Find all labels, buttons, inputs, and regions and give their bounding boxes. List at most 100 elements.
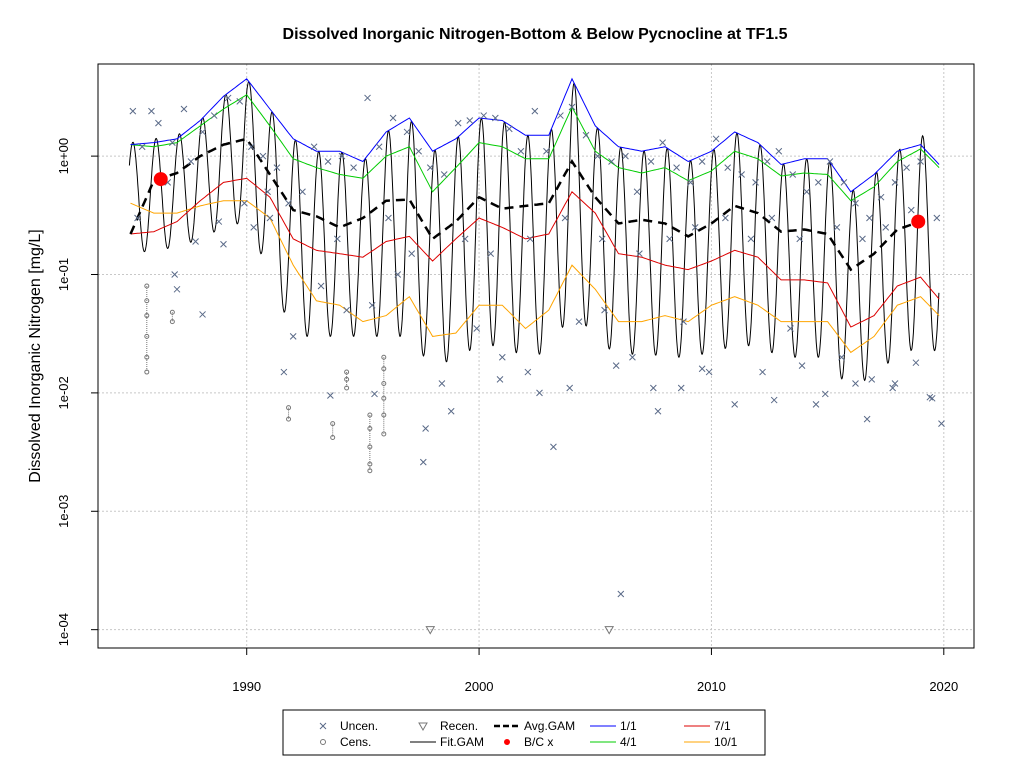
point-uncensored: [566, 384, 574, 392]
legend-label: Fit.GAM: [440, 735, 484, 749]
point-uncensored: [350, 164, 357, 171]
point-uncensored: [608, 158, 615, 165]
point-uncensored: [840, 179, 848, 186]
point-uncensored: [343, 306, 350, 314]
point-uncensored: [273, 164, 281, 171]
point-uncensored: [680, 318, 687, 325]
point-uncensored: [415, 147, 423, 155]
point-uncensored: [826, 158, 834, 165]
point-uncensored: [498, 353, 506, 361]
point-uncensored: [385, 214, 392, 222]
point-censored: [144, 354, 150, 360]
point-censored: [144, 298, 150, 304]
point-censored: [330, 421, 336, 427]
point-uncensored: [598, 235, 606, 243]
point-uncensored: [536, 389, 543, 397]
point-uncensored: [333, 235, 341, 243]
point-uncensored: [691, 224, 699, 231]
point-uncensored: [724, 164, 732, 171]
point-uncensored: [889, 384, 897, 392]
point-uncensored: [775, 147, 783, 155]
series-4-1: [130, 94, 940, 202]
point-uncensored: [250, 224, 258, 231]
point-censored: [381, 381, 387, 387]
x-tick-label: 2020: [929, 679, 958, 694]
point-uncensored: [224, 94, 232, 102]
x-tick-label: 2010: [697, 679, 726, 694]
point-uncensored: [814, 179, 822, 186]
legend-marker-triangle: [418, 722, 428, 732]
point-uncensored: [863, 415, 871, 423]
point-uncensored: [371, 390, 378, 398]
point-uncensored: [487, 250, 495, 258]
point-uncensored: [192, 238, 199, 245]
point-uncensored: [210, 112, 218, 119]
point-uncensored: [389, 114, 397, 122]
point-uncensored: [629, 353, 636, 361]
point-uncensored: [317, 282, 325, 290]
point-censored: [330, 434, 336, 440]
point-uncensored: [524, 368, 532, 376]
point-uncensored: [738, 171, 745, 178]
point-uncensored: [134, 214, 141, 222]
point-censored: [144, 369, 150, 375]
point-uncensored: [759, 368, 766, 376]
legend-label: Recen.: [440, 719, 478, 733]
point-uncensored: [891, 179, 899, 186]
chart-title: Dissolved Inorganic Nitrogen-Bottom & Be…: [283, 26, 788, 43]
point-censored: [367, 468, 373, 474]
point-uncensored: [466, 117, 474, 124]
point-uncensored: [155, 119, 162, 127]
point-uncensored: [622, 152, 629, 160]
point-uncensored: [712, 135, 720, 143]
point-censored: [169, 309, 175, 315]
point-uncensored: [248, 143, 255, 151]
point-uncensored: [731, 401, 739, 408]
legend-marker-dot: [504, 739, 510, 745]
point-uncensored: [531, 107, 539, 115]
point-uncensored: [422, 425, 429, 432]
point-uncensored: [285, 199, 292, 207]
point-uncensored: [659, 139, 666, 146]
point-uncensored: [891, 380, 899, 387]
y-tick-label: 1e-03: [56, 495, 71, 528]
y-axis-label: Dissolved Inorganic Nitrogen [mg/L]: [27, 229, 44, 482]
point-uncensored: [926, 393, 934, 401]
point-uncensored: [526, 235, 534, 243]
point-uncensored: [903, 164, 910, 171]
point-uncensored: [215, 218, 223, 225]
point-uncensored: [438, 380, 446, 387]
point-censored: [344, 385, 350, 391]
legend-label: 1/1: [620, 719, 637, 733]
point-uncensored: [148, 107, 155, 115]
point-uncensored: [561, 214, 569, 222]
point-uncensored: [461, 235, 469, 243]
point-uncensored: [833, 224, 841, 231]
legend-label: Cens.: [340, 735, 371, 749]
point-uncensored: [575, 318, 583, 325]
point-uncensored: [649, 384, 657, 392]
point-uncensored: [338, 152, 346, 160]
legend-label: Uncen.: [340, 719, 378, 733]
point-recensored: [425, 626, 436, 635]
point-uncensored: [917, 158, 924, 165]
point-uncensored: [612, 362, 620, 369]
point-uncensored: [403, 128, 411, 136]
point-uncensored: [491, 114, 499, 122]
point-uncensored: [568, 103, 576, 111]
y-tick-label: 1e-01: [56, 258, 71, 291]
point-uncensored: [220, 240, 227, 248]
point-uncensored: [722, 214, 729, 222]
point-uncensored: [877, 193, 885, 201]
point-uncensored: [798, 362, 806, 369]
point-uncensored: [180, 105, 188, 113]
point-uncensored: [447, 407, 455, 415]
point-uncensored: [852, 380, 859, 387]
point-uncensored: [698, 365, 706, 373]
point-censored: [367, 444, 373, 450]
series-fit-gam: [128, 80, 940, 382]
point-uncensored: [199, 128, 206, 136]
point-uncensored: [138, 143, 146, 151]
point-uncensored: [768, 214, 776, 222]
